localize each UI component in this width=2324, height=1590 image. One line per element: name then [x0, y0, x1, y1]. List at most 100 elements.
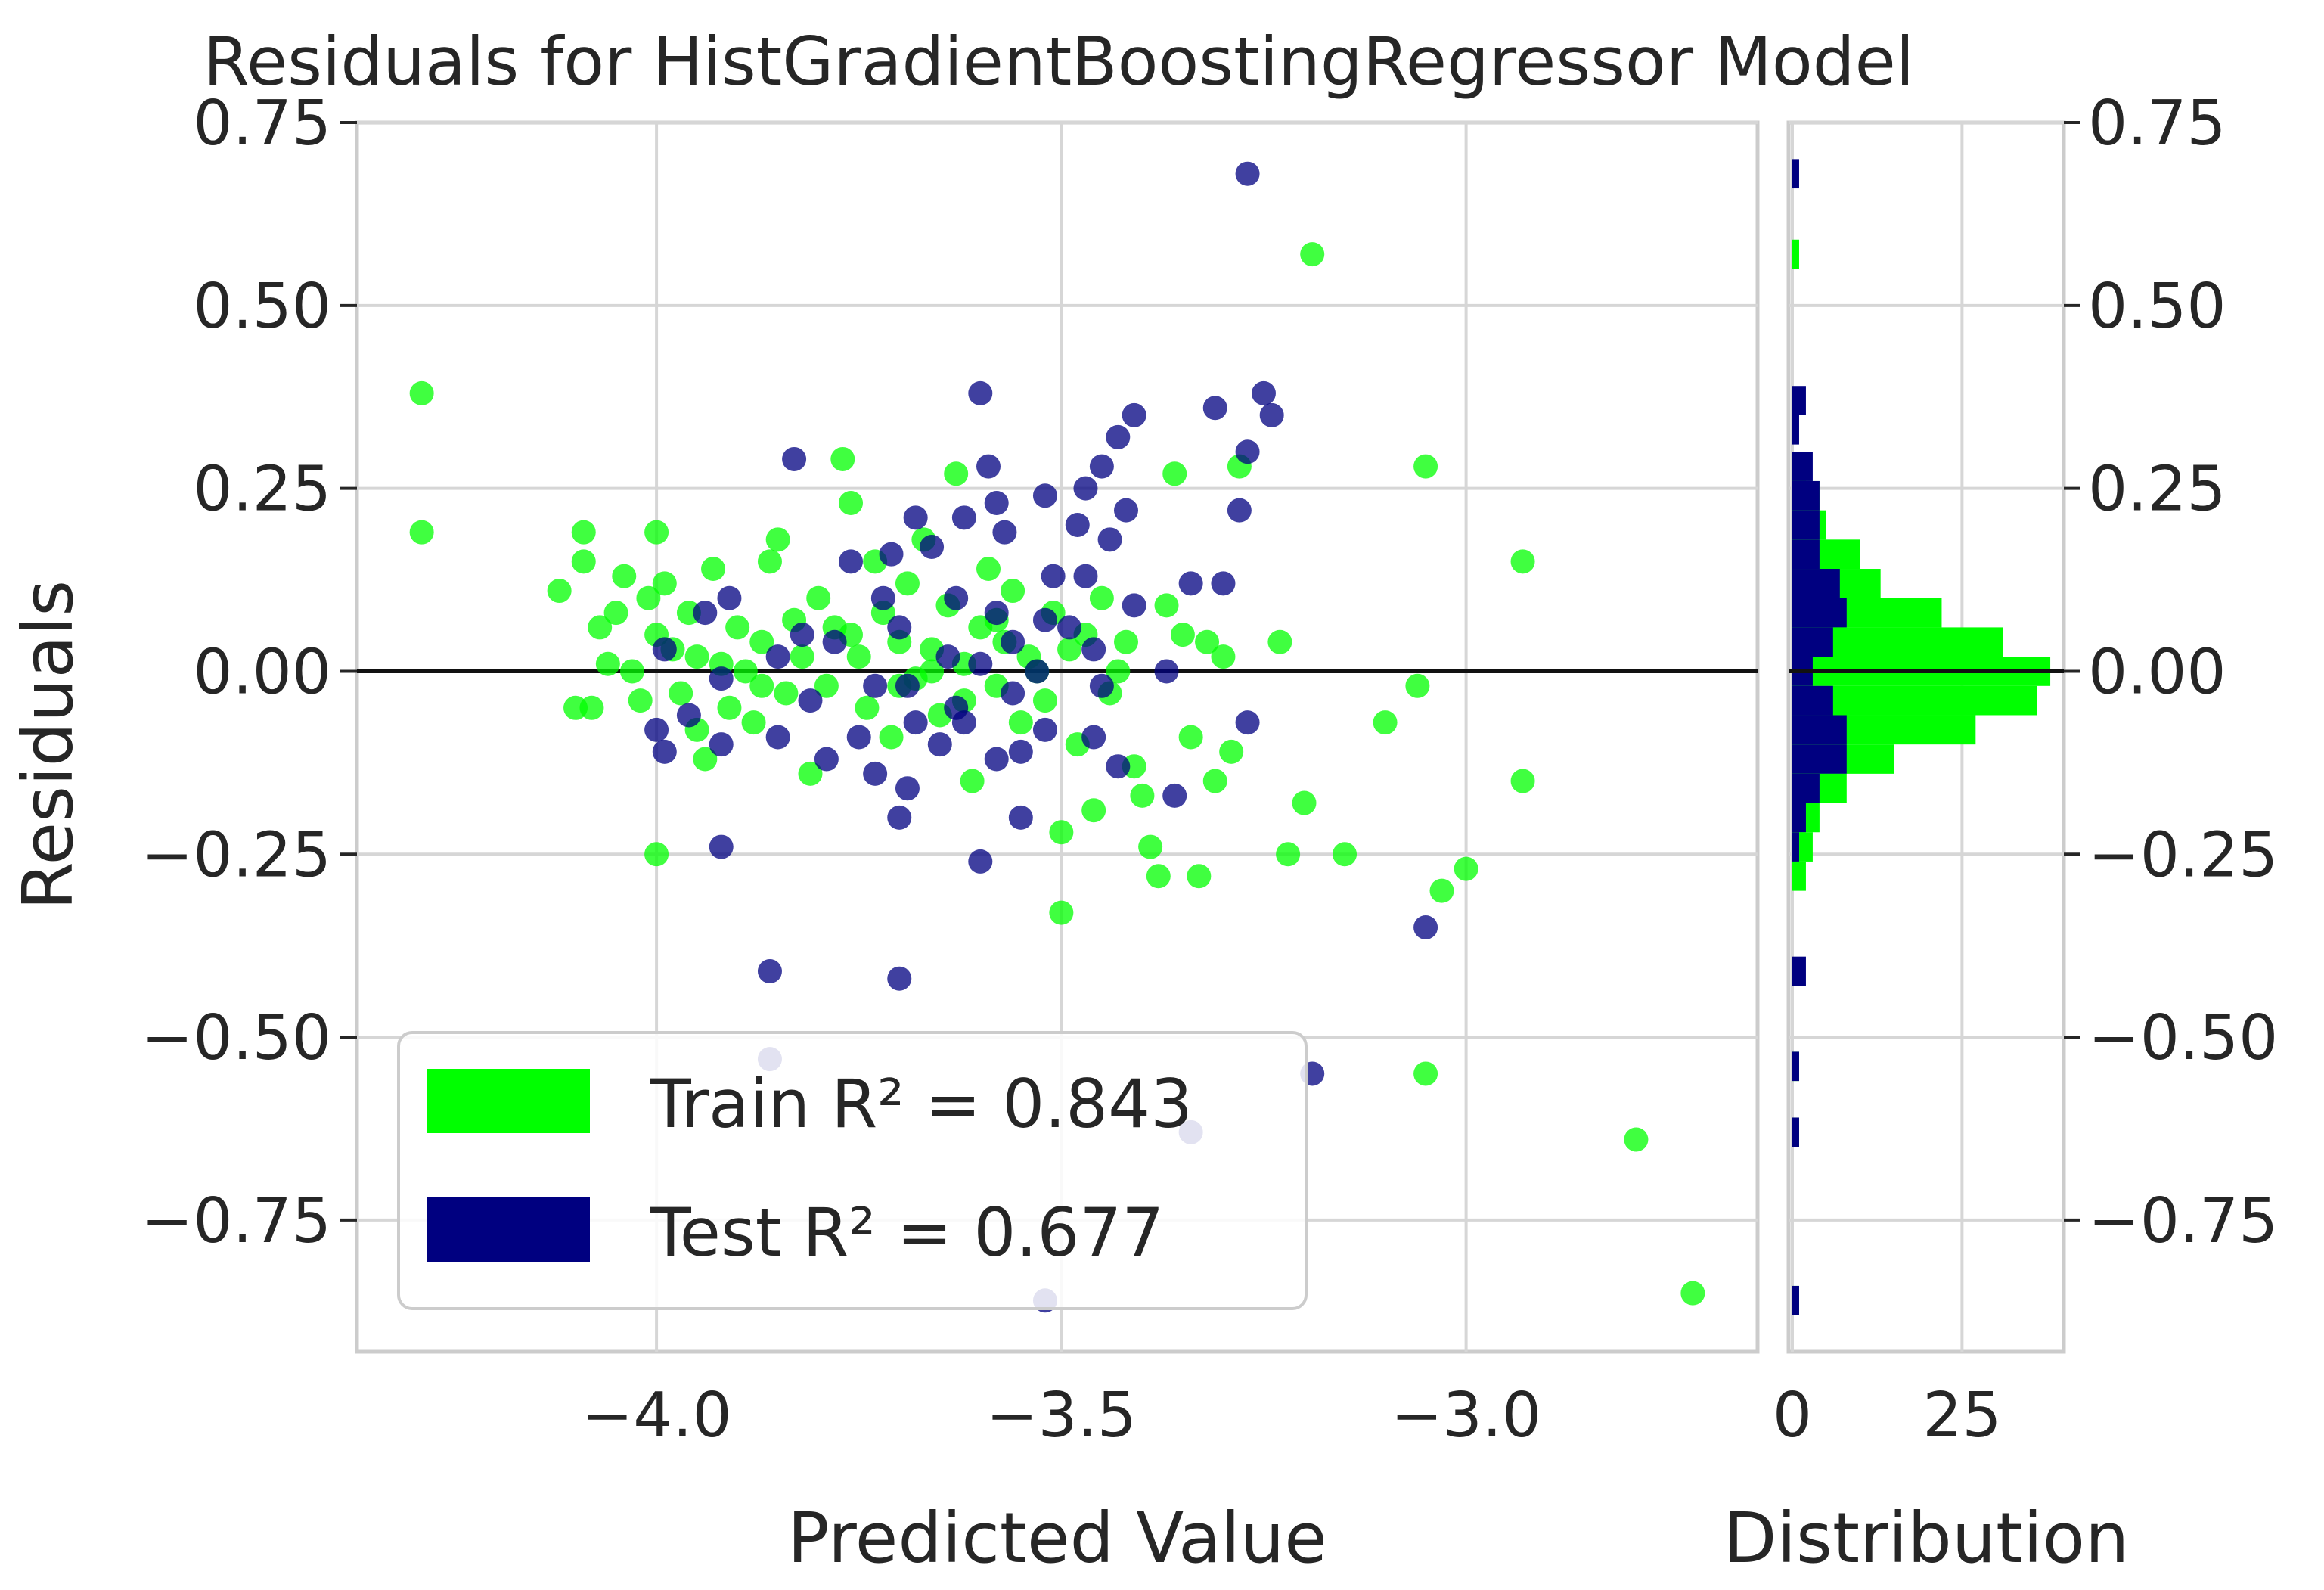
train-point	[1008, 710, 1033, 735]
train-point	[1413, 454, 1438, 479]
histogram-test-bar	[1792, 159, 1799, 189]
histogram-y-tick-label: −0.25	[2088, 819, 2278, 891]
test-point	[951, 505, 976, 530]
histogram-test-bar	[1792, 1117, 1799, 1147]
train-point	[603, 601, 628, 626]
test-point	[1162, 783, 1187, 808]
test-point	[765, 644, 790, 669]
test-point	[1154, 659, 1179, 684]
train-point	[1624, 1127, 1649, 1152]
test-point	[1235, 161, 1260, 186]
train-point	[1032, 688, 1057, 713]
train-point	[1454, 856, 1478, 881]
train-point	[628, 688, 653, 713]
test-point	[1211, 571, 1236, 596]
train-point	[944, 461, 969, 486]
y-tick-label: 0.75	[193, 88, 331, 160]
train-point	[814, 673, 839, 698]
train-point	[1146, 864, 1171, 889]
x-tick-label: −4.0	[582, 1380, 732, 1452]
test-point	[765, 725, 790, 750]
train-point	[1049, 900, 1074, 925]
histogram-test-bar	[1792, 569, 1840, 598]
train-point	[1089, 585, 1114, 610]
train-point	[846, 644, 871, 669]
histogram-train-bar	[1792, 239, 1799, 269]
test-point	[1081, 725, 1106, 750]
train-point	[547, 579, 572, 604]
test-point	[1259, 402, 1284, 427]
train-point	[741, 710, 766, 735]
test-point	[846, 725, 871, 750]
legend-train-swatch	[427, 1069, 590, 1133]
y-tick-label: −0.75	[141, 1185, 331, 1257]
train-point	[1211, 644, 1236, 669]
test-point	[1235, 439, 1260, 464]
histogram-test-bar	[1792, 386, 1806, 415]
train-point	[1001, 579, 1025, 604]
test-point	[1073, 476, 1098, 501]
train-point	[920, 659, 945, 684]
x-tick-label: −3.5	[986, 1380, 1137, 1452]
train-point	[790, 644, 814, 669]
histogram-test-bar	[1792, 627, 1833, 657]
train-point	[579, 695, 604, 720]
test-point	[1178, 571, 1203, 596]
histogram-y-ticks: 0.75 0.50 0.25 0.00 −0.25 −0.50 −0.75	[2064, 88, 2278, 1257]
train-point	[1373, 710, 1398, 735]
test-point	[895, 776, 920, 801]
histogram-test-bar	[1792, 510, 1820, 540]
histogram-y-tick-label: −0.50	[2088, 1002, 2278, 1074]
train-point	[1049, 820, 1074, 845]
legend-box	[397, 1031, 1308, 1310]
train-point	[717, 695, 742, 720]
test-point	[976, 454, 1001, 479]
test-point	[984, 490, 1009, 515]
data-points	[409, 161, 1705, 1313]
histogram-test-bar	[1792, 773, 1820, 803]
train-point	[1081, 798, 1106, 823]
x-axis-label: Predicted Value	[787, 1498, 1327, 1579]
histogram-y-tick-label: −0.75	[2088, 1185, 2278, 1257]
train-point	[701, 557, 726, 582]
test-point	[1122, 593, 1146, 618]
test-point	[1081, 637, 1106, 662]
train-point	[409, 520, 434, 545]
test-point	[1106, 754, 1131, 779]
histogram-y-tick-label: 0.25	[2088, 454, 2226, 526]
y-tick-label: 0.50	[193, 271, 331, 343]
test-point	[1413, 915, 1438, 939]
chart-title: Residuals for HistGradientBoostingRegres…	[203, 23, 1914, 101]
test-point	[709, 732, 734, 757]
histogram-y-tick-label: 0.00	[2088, 636, 2226, 708]
test-point	[1227, 498, 1252, 523]
test-point	[1202, 396, 1227, 421]
histogram-test-bar	[1792, 1285, 1799, 1315]
test-point	[1008, 805, 1033, 830]
x-tick-label: −3.0	[1391, 1380, 1541, 1452]
test-point	[814, 747, 839, 772]
test-point	[1001, 629, 1025, 654]
test-point	[903, 505, 928, 530]
test-point	[1113, 498, 1138, 523]
test-point	[968, 849, 993, 874]
legend-test-label: Test R² = 0.677	[650, 1194, 1164, 1272]
test-point	[984, 601, 1009, 626]
test-point	[1041, 564, 1066, 588]
histogram-test-bar	[1792, 685, 1833, 716]
test-point	[652, 637, 677, 662]
test-point	[984, 747, 1009, 772]
train-point	[693, 747, 718, 772]
test-point	[1251, 380, 1276, 405]
histogram-test-bar	[1792, 598, 1847, 628]
test-point	[652, 739, 677, 764]
train-point	[733, 659, 758, 684]
distribution-histogram: 0.75 0.50 0.25 0.00 −0.25 −0.50 −0.75 0 25	[1773, 88, 2278, 1452]
histogram-test-bar	[1792, 539, 1820, 570]
train-point	[1138, 834, 1163, 859]
test-point	[1008, 739, 1033, 764]
legend-test-swatch	[427, 1197, 590, 1262]
train-point	[571, 520, 596, 545]
train-point	[774, 681, 799, 706]
test-point	[1235, 710, 1260, 735]
